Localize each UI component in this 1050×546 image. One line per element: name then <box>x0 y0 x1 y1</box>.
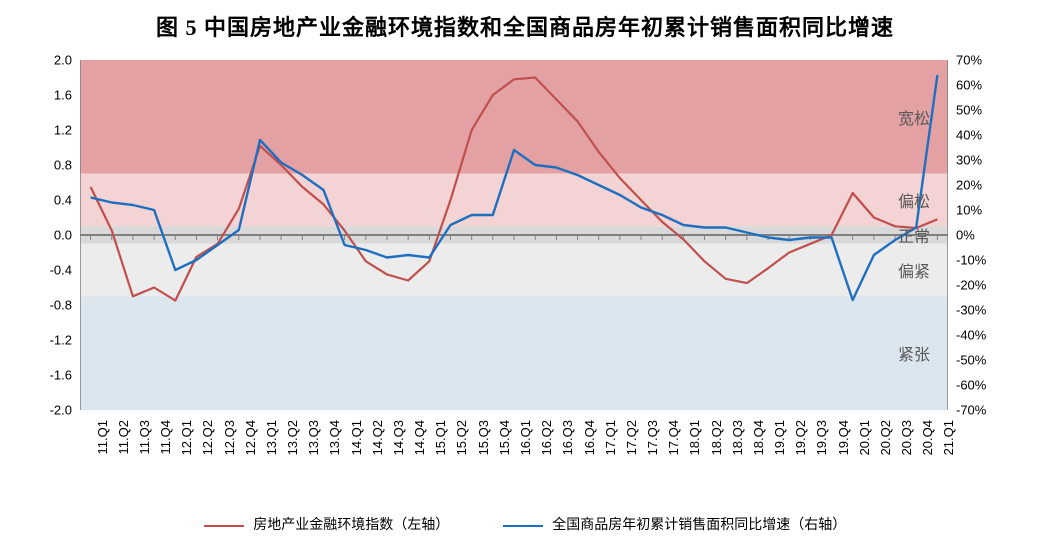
legend-line-1 <box>204 525 244 527</box>
y-right-tick-label: 0% <box>956 228 1004 243</box>
x-tick-label: 21.Q1 <box>941 420 956 455</box>
legend-label-2: 全国商品房年初累计销售面积同比增速（右轴） <box>552 518 846 533</box>
x-tick-label: 20.Q2 <box>878 420 893 455</box>
y-left-tick-label: -1.2 <box>30 333 72 348</box>
x-tick-label: 19.Q3 <box>814 420 829 455</box>
y-right-tick-label: -10% <box>956 253 1004 268</box>
x-tick-label: 13.Q2 <box>285 420 300 455</box>
y-right-tick-label: -20% <box>956 278 1004 293</box>
x-tick-label: 16.Q4 <box>582 420 597 455</box>
x-tick-label: 17.Q1 <box>603 420 618 455</box>
x-tick-label: 11.Q3 <box>137 420 152 454</box>
y-left-tick-label: 0.4 <box>30 193 72 208</box>
x-tick-label: 17.Q2 <box>624 420 639 455</box>
y-right-tick-label: -50% <box>956 353 1004 368</box>
x-tick-label: 13.Q3 <box>306 420 321 455</box>
x-tick-label: 14.Q1 <box>349 420 364 455</box>
y-right-tick-label: 40% <box>956 128 1004 143</box>
x-tick-label: 12.Q4 <box>243 420 258 455</box>
y-left-tick-label: 0.0 <box>30 228 72 243</box>
band-label: 紧张 <box>898 341 930 365</box>
y-left-tick-label: -0.8 <box>30 298 72 313</box>
x-tick-label: 20.Q1 <box>857 420 872 455</box>
x-tick-label: 12.Q3 <box>222 420 237 455</box>
x-tick-label: 18.Q1 <box>687 420 702 455</box>
x-tick-label: 14.Q3 <box>391 420 406 455</box>
x-tick-label: 13.Q4 <box>327 420 342 455</box>
chart-plot-area <box>80 60 948 410</box>
x-tick-label: 11.Q4 <box>158 420 173 454</box>
legend-item-1: 房地产业金融环境指数（左轴） <box>204 514 450 534</box>
y-right-tick-label: 10% <box>956 203 1004 218</box>
y-left-tick-label: 2.0 <box>30 53 72 68</box>
band-label: 偏松 <box>898 188 930 212</box>
x-tick-label: 15.Q3 <box>476 420 491 455</box>
x-tick-label: 15.Q2 <box>454 420 469 455</box>
x-tick-label: 19.Q2 <box>793 420 808 455</box>
x-tick-label: 15.Q1 <box>433 420 448 455</box>
y-left-tick-label: -2.0 <box>30 403 72 418</box>
y-right-tick-label: -70% <box>956 403 1004 418</box>
y-left-tick-label: 1.2 <box>30 123 72 138</box>
x-tick-label: 20.Q4 <box>920 420 935 455</box>
x-tick-label: 12.Q2 <box>200 420 215 455</box>
chart-title: 图 5 中国房地产业金融环境指数和全国商品房年初累计销售面积同比增速 <box>0 0 1050 42</box>
x-tick-label: 17.Q3 <box>645 420 660 455</box>
x-tick-label: 14.Q2 <box>370 420 385 455</box>
x-tick-label: 15.Q4 <box>497 420 512 455</box>
legend: 房地产业金融环境指数（左轴） 全国商品房年初累计销售面积同比增速（右轴） <box>0 514 1050 534</box>
x-tick-label: 18.Q4 <box>751 420 766 455</box>
y-left-tick-label: 1.6 <box>30 88 72 103</box>
x-tick-label: 12.Q1 <box>179 420 194 455</box>
y-right-tick-label: -40% <box>956 328 1004 343</box>
y-right-tick-label: -60% <box>956 378 1004 393</box>
x-tick-label: 17.Q4 <box>666 420 681 455</box>
y-right-tick-label: -30% <box>956 303 1004 318</box>
y-right-tick-label: 30% <box>956 153 1004 168</box>
x-tick-label: 18.Q2 <box>709 420 724 455</box>
y-left-axis-labels: 2.01.61.20.80.40.0-0.4-0.8-1.2-1.6-2.0 <box>30 60 72 410</box>
legend-line-2 <box>503 525 543 527</box>
x-tick-label: 19.Q4 <box>836 420 851 455</box>
band-label: 偏紧 <box>898 258 930 282</box>
y-right-tick-label: 50% <box>956 103 1004 118</box>
x-tick-label: 19.Q1 <box>772 420 787 455</box>
y-left-tick-label: -1.6 <box>30 368 72 383</box>
y-right-tick-label: 70% <box>956 53 1004 68</box>
x-tick-label: 11.Q2 <box>116 420 131 454</box>
legend-label-1: 房地产业金融环境指数（左轴） <box>253 518 449 533</box>
x-tick-label: 11.Q1 <box>95 420 110 454</box>
y-right-axis-labels: 70%60%50%40%30%20%10%0%-10%-20%-30%-40%-… <box>956 60 1004 410</box>
y-right-tick-label: 20% <box>956 178 1004 193</box>
x-tick-label: 14.Q4 <box>412 420 427 455</box>
x-tick-label: 18.Q3 <box>730 420 745 455</box>
band-label: 宽松 <box>898 105 930 129</box>
x-tick-label: 16.Q1 <box>518 420 533 455</box>
legend-item-2: 全国商品房年初累计销售面积同比增速（右轴） <box>503 514 847 534</box>
y-right-tick-label: 60% <box>956 78 1004 93</box>
x-tick-label: 16.Q2 <box>539 420 554 455</box>
x-tick-label: 20.Q3 <box>899 420 914 455</box>
y-left-tick-label: -0.4 <box>30 263 72 278</box>
band-label: 正常 <box>898 223 930 247</box>
x-tick-label: 13.Q1 <box>264 420 279 455</box>
y-left-tick-label: 0.8 <box>30 158 72 173</box>
x-tick-label: 16.Q3 <box>560 420 575 455</box>
